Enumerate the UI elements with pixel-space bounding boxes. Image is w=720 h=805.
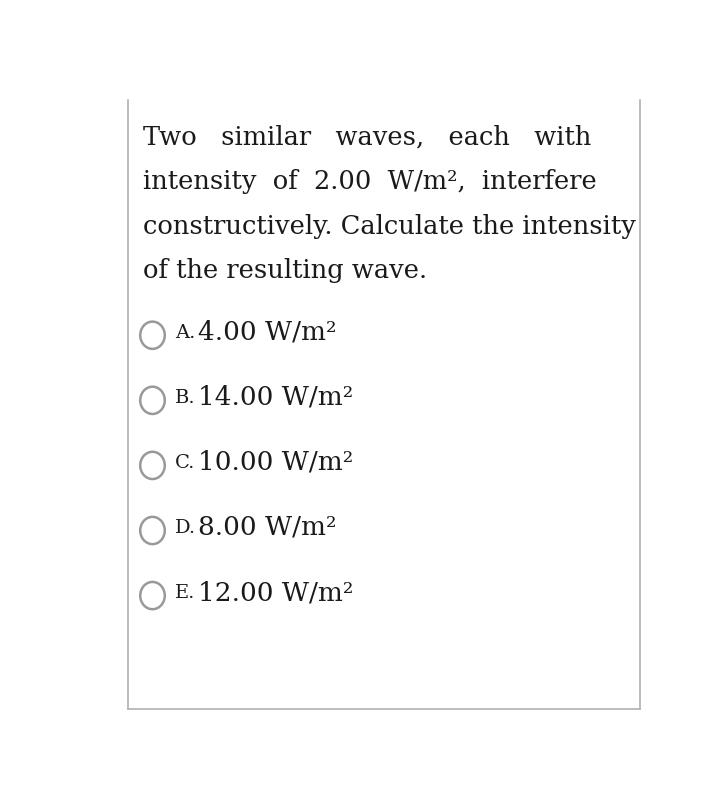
Text: constructively. Calculate the intensity: constructively. Calculate the intensity xyxy=(143,214,636,239)
Text: 8.00 W/m²: 8.00 W/m² xyxy=(198,515,337,540)
Text: intensity  of  2.00  W/m²,  interfere: intensity of 2.00 W/m², interfere xyxy=(143,169,597,194)
Text: D.: D. xyxy=(175,519,196,538)
Text: 12.00 W/m²: 12.00 W/m² xyxy=(198,580,354,605)
Text: 10.00 W/m²: 10.00 W/m² xyxy=(198,450,354,475)
Text: B.: B. xyxy=(175,389,195,407)
Text: 14.00 W/m²: 14.00 W/m² xyxy=(198,385,354,410)
Text: E.: E. xyxy=(175,584,195,602)
Text: Two   similar   waves,   each   with: Two similar waves, each with xyxy=(143,125,591,150)
Text: 4.00 W/m²: 4.00 W/m² xyxy=(198,320,337,345)
Text: A.: A. xyxy=(175,324,195,342)
Text: of the resulting wave.: of the resulting wave. xyxy=(143,258,427,283)
Text: C.: C. xyxy=(175,454,195,473)
